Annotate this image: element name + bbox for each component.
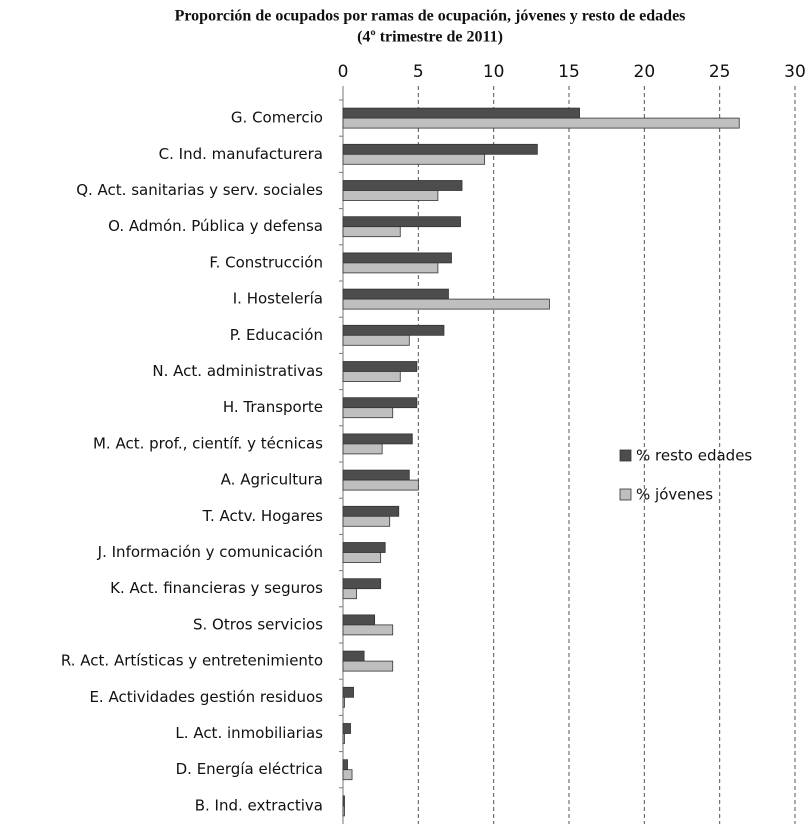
chart-title: Proporción de ocupados por ramas de ocup… bbox=[175, 8, 686, 25]
bar bbox=[342, 515, 391, 527]
y-tick-label: T. Actv. Hogares bbox=[202, 507, 324, 525]
y-tick-label: E. Actividades gestión residuos bbox=[89, 688, 323, 706]
x-tick-label: 25 bbox=[709, 62, 731, 82]
bar bbox=[342, 733, 345, 744]
bar bbox=[342, 216, 461, 228]
bar bbox=[342, 479, 419, 491]
legend-label: % resto edades bbox=[636, 447, 752, 465]
bar bbox=[342, 298, 550, 310]
bar bbox=[342, 759, 348, 771]
x-tick-label: 30 bbox=[784, 62, 806, 82]
legend-swatch bbox=[619, 488, 632, 501]
bar bbox=[342, 324, 445, 336]
y-tick-label: K. Act. financieras y seguros bbox=[110, 579, 323, 597]
y-tick-label: C. Ind. manufacturera bbox=[159, 145, 323, 163]
bar bbox=[342, 397, 418, 409]
bar bbox=[342, 371, 401, 382]
bar bbox=[342, 614, 376, 626]
bar bbox=[342, 361, 418, 372]
bar bbox=[342, 107, 580, 119]
bar bbox=[342, 805, 345, 817]
x-tick-label: 0 bbox=[338, 62, 349, 82]
x-tick-label: 20 bbox=[634, 62, 656, 82]
bar bbox=[342, 552, 382, 563]
bar bbox=[342, 443, 383, 455]
y-tick-label: P. Educación bbox=[230, 326, 323, 344]
bar bbox=[342, 190, 439, 201]
x-tick-label: 5 bbox=[413, 62, 424, 82]
bar bbox=[342, 469, 410, 481]
bar bbox=[342, 288, 449, 300]
y-tick-label: G. Comercio bbox=[231, 109, 323, 127]
bar bbox=[342, 262, 439, 274]
bar bbox=[342, 624, 394, 636]
y-tick-label: J. Información y comunicación bbox=[97, 543, 323, 561]
bar bbox=[342, 650, 365, 662]
bar bbox=[342, 334, 410, 346]
y-tick-label: D. Energía eléctrica bbox=[176, 760, 323, 778]
y-tick-label: O. Admón. Pública y defensa bbox=[108, 217, 323, 235]
bar bbox=[342, 578, 382, 590]
bar bbox=[342, 153, 486, 165]
bar bbox=[342, 117, 740, 129]
bar bbox=[342, 696, 345, 708]
bar bbox=[342, 795, 345, 807]
bar bbox=[342, 542, 386, 553]
bar bbox=[342, 252, 452, 264]
legend-label: % jóvenes bbox=[636, 486, 713, 504]
y-tick-label: L. Act. inmobiliarias bbox=[175, 724, 323, 742]
legend-swatch bbox=[619, 449, 632, 462]
x-tick-label: 10 bbox=[483, 62, 505, 82]
y-tick-label: A. Agricultura bbox=[221, 471, 323, 489]
bar bbox=[342, 505, 400, 517]
y-tick-label: S. Otros servicios bbox=[193, 615, 323, 633]
bar bbox=[342, 723, 351, 734]
x-tick-label: 15 bbox=[558, 62, 580, 82]
bar bbox=[342, 226, 401, 238]
bar bbox=[342, 686, 354, 698]
y-tick-label: Q. Act. sanitarias y serv. sociales bbox=[76, 181, 323, 199]
bar bbox=[342, 769, 353, 781]
y-tick-label: B. Ind. extractiva bbox=[195, 796, 323, 814]
y-tick-label: M. Act. prof., científ. y técnicas bbox=[93, 434, 323, 452]
bar bbox=[342, 407, 394, 419]
bar bbox=[342, 180, 463, 191]
bar bbox=[342, 143, 538, 155]
bar bbox=[342, 660, 394, 672]
y-tick-label: H. Transporte bbox=[223, 398, 323, 416]
y-tick-label: R. Act. Artísticas y entretenimiento bbox=[61, 652, 323, 670]
y-tick-label: F. Construcción bbox=[209, 253, 323, 271]
bar bbox=[342, 433, 413, 445]
bar bbox=[342, 588, 357, 600]
chart-subtitle: (4º trimestre de 2011) bbox=[357, 29, 503, 46]
y-tick-label: N. Act. administrativas bbox=[152, 362, 323, 380]
y-tick-label: I. Hostelería bbox=[233, 290, 323, 308]
